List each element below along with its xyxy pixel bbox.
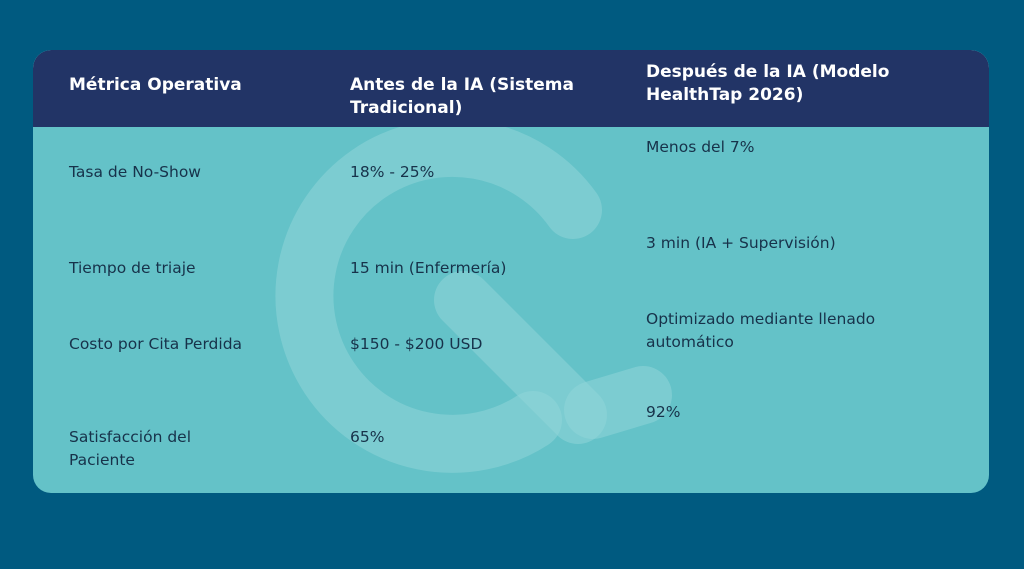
row-1-before: 18% - 25% (350, 163, 435, 181)
header-after: Después de la IA (Modelo HealthTap 2026) (646, 62, 890, 105)
row-3-metric: Costo por Cita Perdida (69, 335, 243, 353)
row-3-before: $150 - $200 USD (350, 335, 483, 353)
row-1-after: Menos del 7% (646, 138, 755, 156)
row-4-after: 92% (646, 403, 681, 421)
row-4-metric: Satisfacción del Paciente (69, 428, 192, 469)
row-4-before: 65% (350, 428, 385, 446)
health-logo-icon (275, 118, 672, 473)
table-header: Métrica Operativa Antes de la IA (Sistem… (33, 50, 989, 127)
header-before: Antes de la IA (Sistema Tradicional) (350, 75, 574, 118)
row-3-after: Optimizado mediante llenado automático (646, 310, 876, 351)
row-2-before: 15 min (Enfermería) (350, 259, 507, 277)
comparison-table: Métrica Operativa Antes de la IA (Sistem… (33, 50, 989, 493)
row-2-metric: Tiempo de triaje (69, 259, 196, 277)
header-metric: Métrica Operativa (69, 75, 242, 95)
row-2-after: 3 min (IA + Supervisión) (646, 234, 836, 252)
row-1-metric: Tasa de No-Show (69, 163, 201, 181)
